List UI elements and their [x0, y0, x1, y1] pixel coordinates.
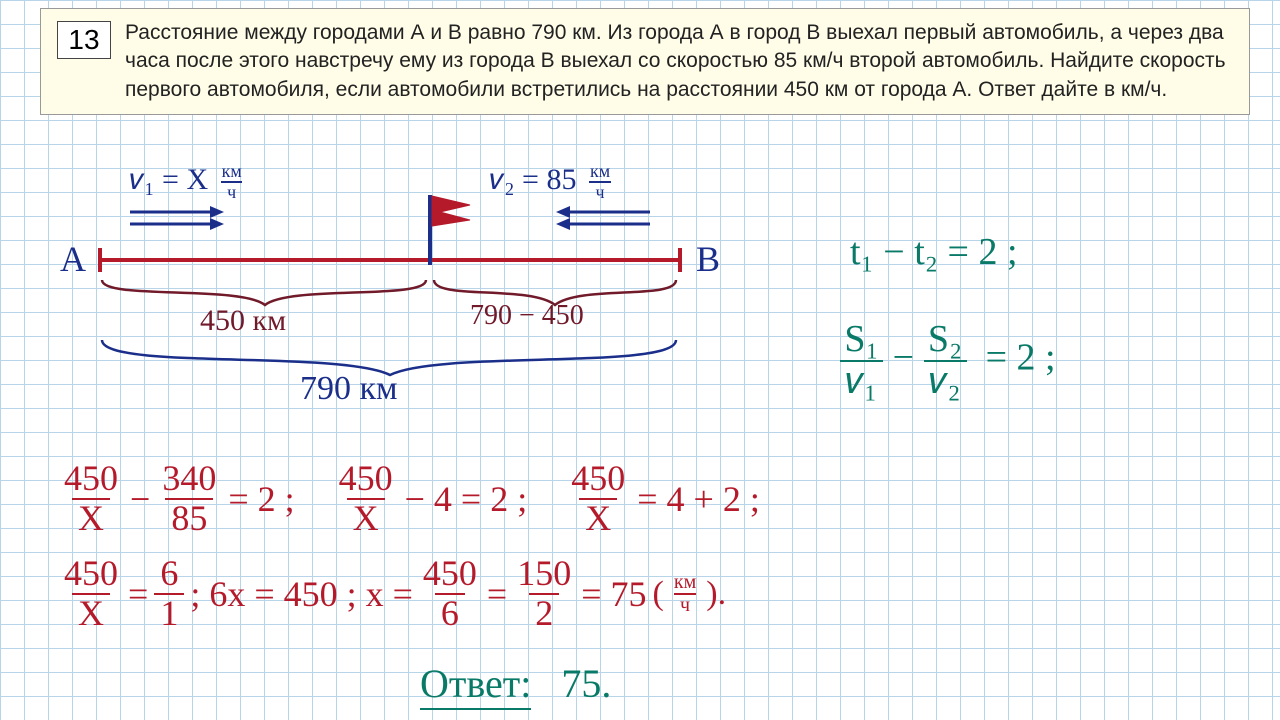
calc-line-1: 450X − 34085 = 2 ; 450X − 4 = 2 ; 450X =… [60, 460, 760, 538]
total-790: 790 км [300, 370, 398, 408]
problem-text: Расстояние между городами А и В равно 79… [125, 19, 1233, 104]
answer: Ответ: 75. [420, 660, 611, 707]
point-b: B [696, 238, 720, 280]
v2-label: 𝑣₂ = 85 км ч [490, 162, 614, 202]
eq-time: t₁ − t₂ = 2 ; [850, 230, 1018, 274]
v1-label: 𝑣₁ = X км ч [130, 162, 246, 202]
seg-diff: 790 − 450 [470, 300, 584, 332]
problem-statement: 13 Расстояние между городами А и В равно… [40, 8, 1250, 115]
seg-450: 450 км [200, 304, 286, 338]
eq-speed: S₁𝑣₁ − S₂𝑣₂ = 2 ; [840, 320, 1056, 402]
point-a: A [60, 238, 86, 280]
problem-number: 13 [57, 21, 111, 59]
calc-line-2: 450X = 61 ; 6x = 450 ; x = 4506 = 1502 =… [60, 555, 726, 633]
